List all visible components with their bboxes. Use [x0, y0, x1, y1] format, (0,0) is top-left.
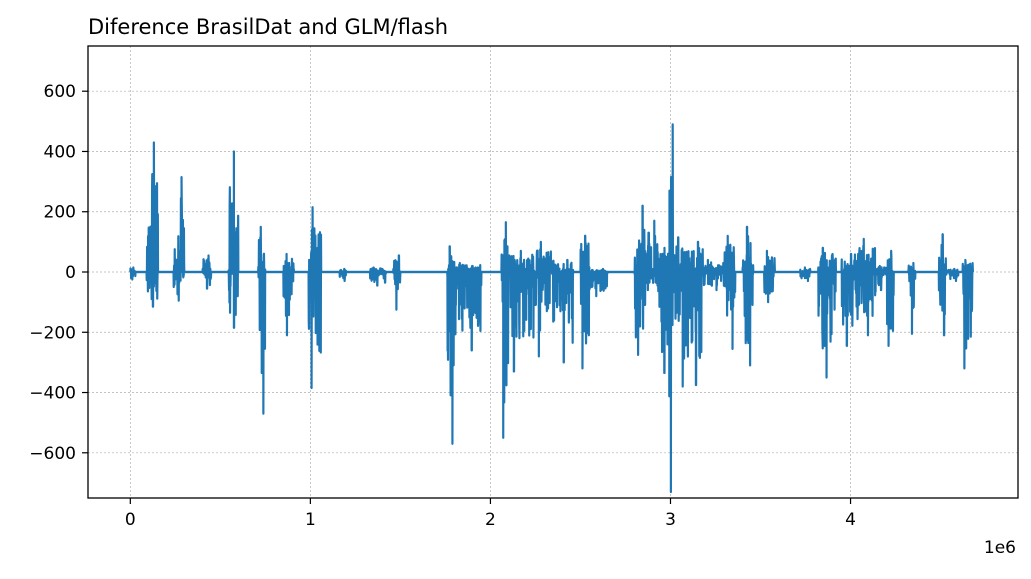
x-tick-label: 3 [665, 510, 676, 530]
x-tick-label: 4 [845, 510, 856, 530]
axis-ticks: 0 1 2 3 4 −600 −400 −200 0 200 400 600 [29, 82, 856, 530]
y-tick-label: −400 [29, 384, 76, 404]
y-tick-label: −600 [29, 444, 76, 464]
y-tick-label: −200 [29, 323, 76, 343]
y-tick-label: 400 [44, 142, 76, 162]
y-tick-label: 0 [65, 263, 76, 283]
series-line-difference [129, 123, 975, 494]
x-tick-label: 0 [125, 510, 136, 530]
x-axis-offset-label: 1e6 [984, 538, 1016, 558]
chart-title: Diference BrasilDat and GLM/flash [88, 15, 448, 39]
plot-area [129, 123, 975, 494]
y-tick-label: 200 [44, 203, 76, 223]
y-tick-label: 600 [44, 82, 76, 102]
x-tick-label: 2 [485, 510, 496, 530]
x-tick-label: 1 [305, 510, 316, 530]
